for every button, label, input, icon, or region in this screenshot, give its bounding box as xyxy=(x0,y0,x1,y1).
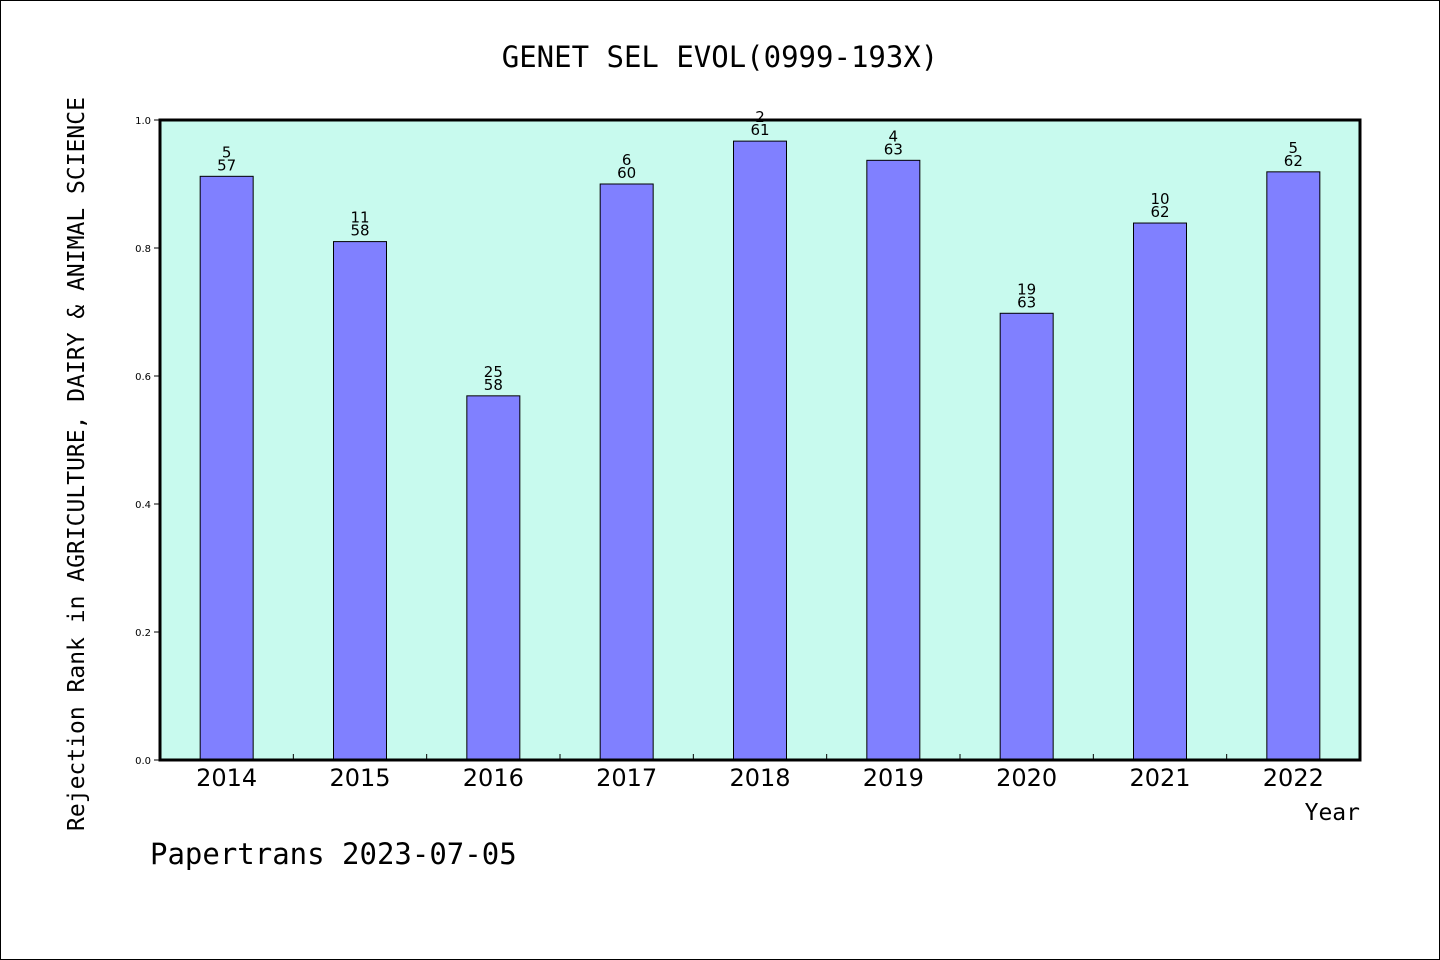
bar-rank-label: 5 xyxy=(1289,139,1299,157)
bar-total-label: 63 xyxy=(884,140,903,158)
bar-total-label: 63 xyxy=(1017,293,1036,311)
x-tick-label: 2014 xyxy=(196,764,257,792)
bar xyxy=(333,241,387,761)
y-axis-label: Rejection Rank in AGRICULTURE, DAIRY & A… xyxy=(64,97,90,831)
bar-total-label: 58 xyxy=(484,376,503,394)
bar-total-label: 57 xyxy=(217,156,236,174)
bar-total-label: 62 xyxy=(1284,152,1303,170)
x-tick-label: 2018 xyxy=(729,764,790,792)
x-tick-label: 2015 xyxy=(329,764,390,792)
footer-credit: Papertrans 2023-07-05 xyxy=(150,837,517,871)
plot-border xyxy=(158,118,1362,762)
bar-rank-label: 10 xyxy=(1150,190,1169,208)
chart-title: GENET SEL EVOL(0999-193X) xyxy=(502,40,939,74)
x-tick-label: 2022 xyxy=(1263,764,1324,792)
x-tick-label: 2019 xyxy=(863,764,924,792)
bar-total-label: 61 xyxy=(750,121,769,139)
bar-total-label: 62 xyxy=(1150,203,1169,221)
x-tick-label: 2020 xyxy=(996,764,1057,792)
y-tick-label: 0.4 xyxy=(135,500,151,511)
y-tick-label: 0.6 xyxy=(135,372,151,383)
x-tick-label: 2016 xyxy=(463,764,524,792)
y-tick-label: 1.0 xyxy=(135,116,151,127)
bar-rank-label: 4 xyxy=(889,127,899,145)
x-tick-label: 2021 xyxy=(1129,764,1190,792)
y-tick-label: 0.8 xyxy=(135,244,151,255)
bar xyxy=(599,183,654,761)
bar-rank-label: 11 xyxy=(350,209,369,227)
bar-rank-label: 5 xyxy=(222,143,232,161)
y-axis: 0.0 0.2 0.4 0.6 0.8 1.0 xyxy=(135,116,160,767)
x-tick-label: 2017 xyxy=(596,764,657,792)
bar xyxy=(199,175,254,761)
bar xyxy=(1133,222,1187,761)
bar-total-label: 58 xyxy=(350,222,369,240)
bar-rank-label: 25 xyxy=(484,363,503,381)
bar-rank-label: 2 xyxy=(755,108,765,126)
y-tick-label: 0.0 xyxy=(135,756,151,767)
bar-total-label: 60 xyxy=(617,164,636,182)
bars xyxy=(199,140,1321,761)
bar-rank-label: 19 xyxy=(1017,280,1036,298)
bar xyxy=(1266,171,1321,761)
y-tick-label: 0.2 xyxy=(135,628,151,639)
bar xyxy=(466,395,521,761)
bar xyxy=(866,159,921,761)
bar-rank-label: 6 xyxy=(622,151,632,169)
x-axis: 2014 2015 2016 2017 2018 2019 2020 2021 2022 xyxy=(196,754,1324,792)
bar xyxy=(999,312,1054,761)
bar xyxy=(733,140,787,761)
x-axis-label: Year xyxy=(1305,800,1360,826)
